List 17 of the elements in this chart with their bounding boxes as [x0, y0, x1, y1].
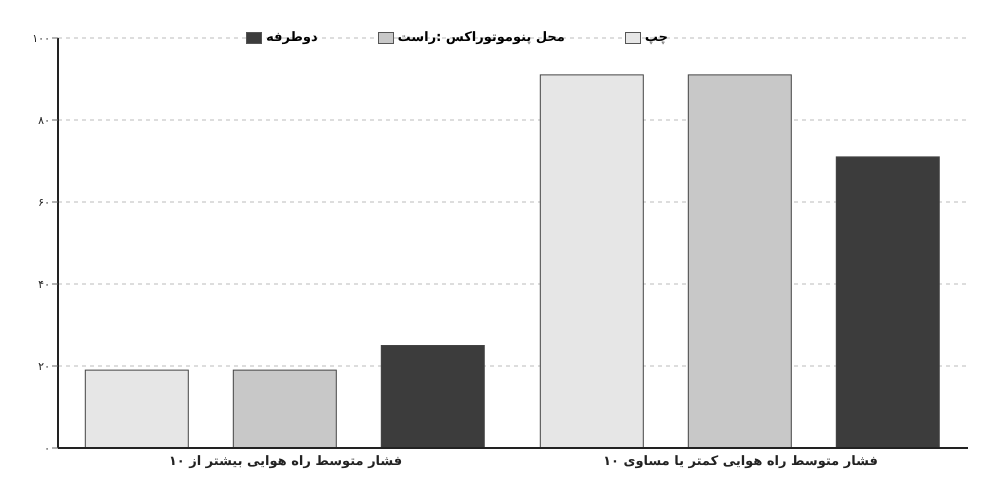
y-tick-label: ۲۰ — [38, 360, 50, 373]
x-tick-label: فشار متوسط راه هوایی بیشتر از ۱۰ — [168, 454, 402, 470]
x-tick-label: فشار متوسط راه هوایی کمتر یا مساوی ۱۰ — [603, 454, 878, 470]
bar — [540, 74, 644, 448]
legend-label: چپ — [644, 30, 668, 45]
bar — [688, 74, 792, 448]
y-tick-label: ۴۰ — [38, 278, 50, 291]
bar — [836, 156, 940, 448]
legend-label: دوطرفه — [266, 30, 318, 45]
y-tick-label: ۶۰ — [38, 196, 50, 209]
bar — [232, 370, 337, 448]
y-tick-label: ۸۰ — [38, 114, 50, 127]
bar — [380, 345, 485, 448]
legend-label: محل پنوموتوراکس :راست — [398, 30, 565, 45]
y-tick-label: ۰ — [44, 442, 50, 455]
y-tick-label: ۱۰۰ — [32, 32, 50, 45]
bar — [84, 370, 189, 448]
